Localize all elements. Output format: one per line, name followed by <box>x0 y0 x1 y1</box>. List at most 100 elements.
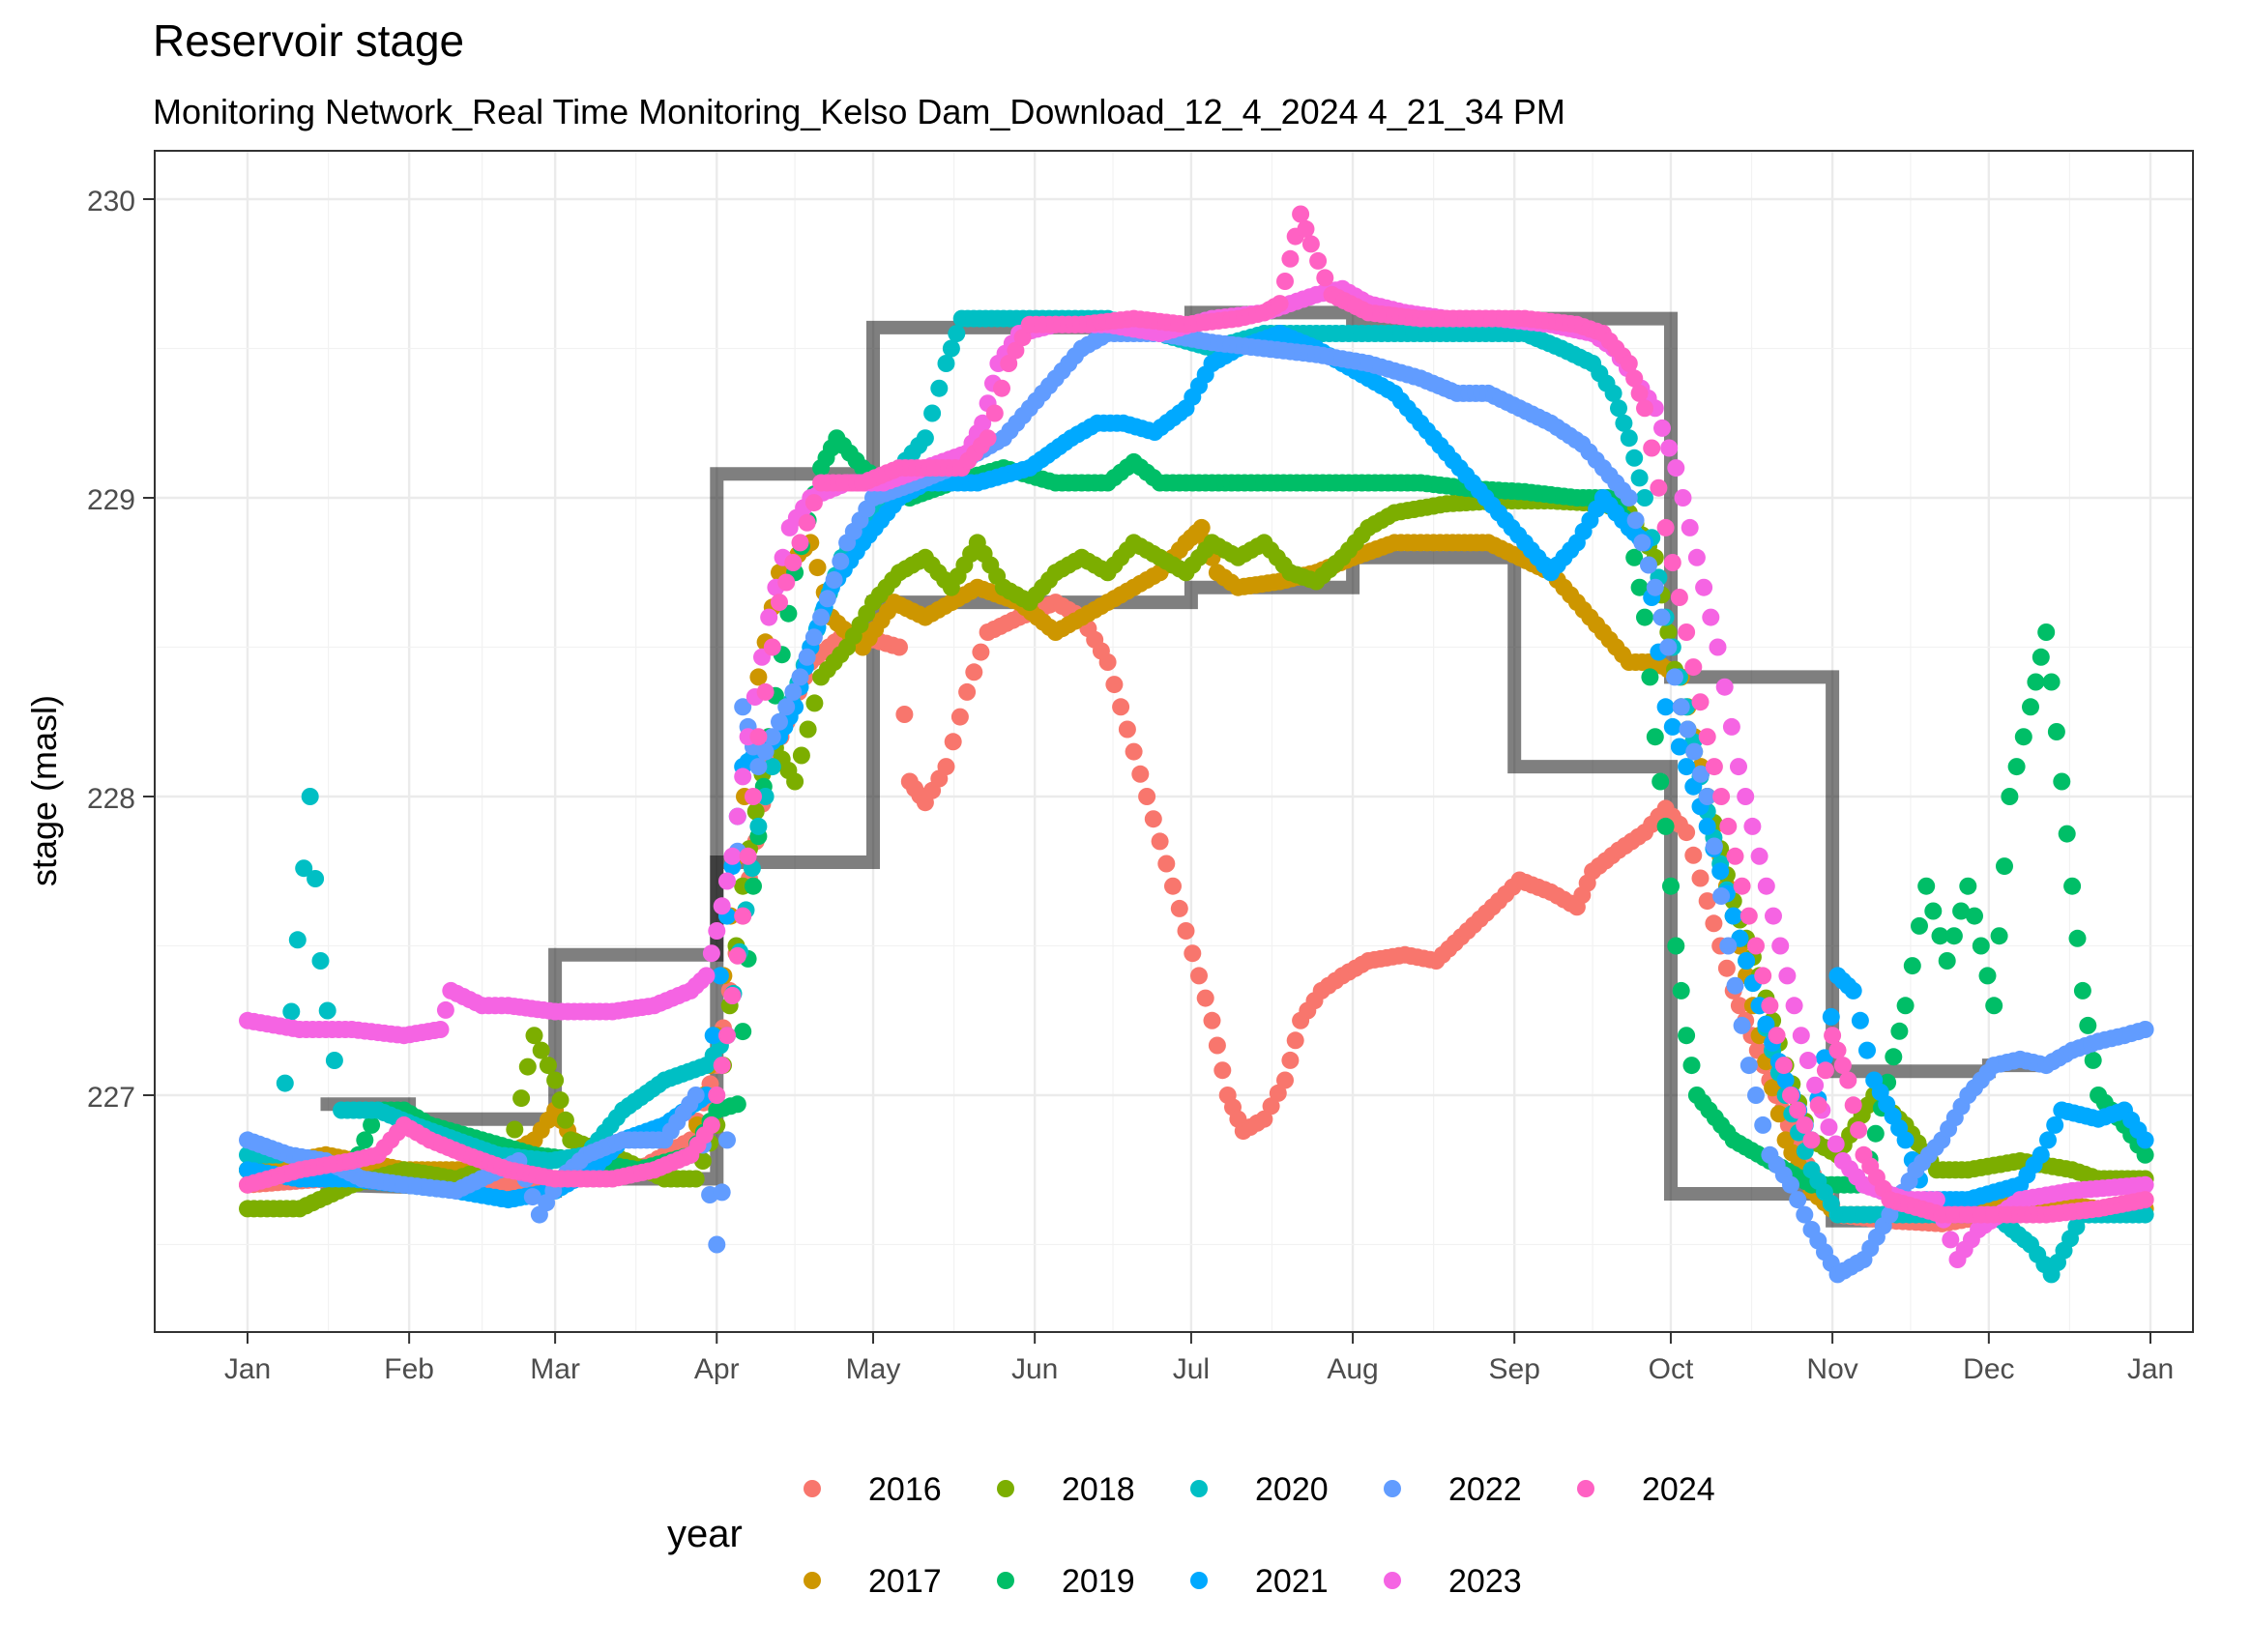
plot-panel-border <box>154 150 2194 1333</box>
data-point-2023 <box>431 1021 450 1038</box>
legend-key-2016 <box>804 1480 821 1497</box>
data-point-2022 <box>1640 556 1657 574</box>
data-points <box>239 205 2154 1284</box>
data-point-2020 <box>948 325 966 343</box>
data-point-2019 <box>2007 758 2026 776</box>
data-point-2024 <box>702 1116 720 1134</box>
data-point-2016 <box>1131 765 1150 783</box>
data-point-2021 <box>2039 1131 2057 1149</box>
data-point-2019 <box>1630 578 1649 596</box>
data-point-2024 <box>1691 693 1710 711</box>
x-tick-label: Feb <box>384 1353 434 1385</box>
data-point-2020 <box>916 429 934 448</box>
data-point-2019 <box>1931 927 1949 945</box>
data-point-2016 <box>1281 1051 1300 1069</box>
data-point-2024 <box>771 594 788 612</box>
data-point-2016 <box>1286 1031 1304 1050</box>
data-point-2024 <box>1733 877 1751 895</box>
data-point-2016 <box>1255 1110 1273 1128</box>
data-point-2023 <box>436 1000 454 1019</box>
legend-label-2024: 2024 <box>1642 1471 1715 1508</box>
data-point-2016 <box>1208 1036 1226 1055</box>
data-point-2022 <box>825 571 843 589</box>
data-point-2021 <box>1738 952 1756 970</box>
data-point-2023 <box>1806 1076 1825 1094</box>
data-point-2016 <box>1196 989 1214 1007</box>
series-2021 <box>239 325 2154 1209</box>
data-point-2018 <box>786 772 804 791</box>
data-point-2020 <box>318 1001 336 1020</box>
data-point-2024 <box>728 946 746 965</box>
data-point-2022 <box>1705 837 1723 855</box>
data-point-2023 <box>1709 638 1727 656</box>
data-point-2020 <box>1604 384 1622 402</box>
data-point-2019 <box>2136 1145 2154 1164</box>
data-point-2020 <box>295 859 313 878</box>
data-point-2016 <box>1276 1071 1294 1089</box>
data-point-2018 <box>518 1058 537 1076</box>
data-point-2020 <box>937 355 955 372</box>
data-point-2022 <box>763 728 781 746</box>
data-point-2023 <box>728 807 746 826</box>
data-point-2019 <box>728 1095 746 1114</box>
x-tick-label: May <box>846 1353 901 1385</box>
data-point-2016 <box>1118 720 1136 739</box>
data-point-2023 <box>1674 489 1692 507</box>
data-point-2016 <box>944 733 962 751</box>
chart-title: Reservoir stage <box>153 15 464 66</box>
data-point-2023 <box>1695 578 1713 596</box>
x-tick-label: Apr <box>694 1353 740 1385</box>
data-point-2024 <box>1630 384 1649 402</box>
data-point-2018 <box>525 1027 543 1045</box>
data-point-2023 <box>723 847 742 865</box>
legend-key-2021 <box>1190 1572 1208 1589</box>
data-point-2023 <box>713 897 731 915</box>
data-point-2022 <box>1652 608 1671 626</box>
data-point-2019 <box>1678 1027 1696 1045</box>
data-point-2023 <box>697 967 716 985</box>
data-point-2022 <box>818 590 836 608</box>
data-point-2024 <box>784 554 803 571</box>
data-point-2022 <box>749 758 768 776</box>
data-point-2024 <box>763 638 781 656</box>
data-point-2019 <box>2042 673 2061 691</box>
data-point-2019 <box>1944 927 1963 945</box>
data-point-2024 <box>1828 1041 1847 1059</box>
data-point-2024 <box>1000 355 1018 372</box>
data-point-2016 <box>1730 997 1748 1015</box>
data-point-2020 <box>1620 429 1638 448</box>
data-point-2024 <box>804 494 823 512</box>
data-point-2023 <box>1743 817 1762 835</box>
data-point-2024 <box>1839 1071 1857 1089</box>
series-2024 <box>239 205 2154 1224</box>
data-point-2022 <box>1747 1087 1765 1104</box>
data-point-2021 <box>1851 1011 1869 1029</box>
data-point-2019 <box>1938 952 1956 970</box>
data-point-2019 <box>734 1023 752 1041</box>
legend: year 2016 2017 2018 2019 2020 2021 2022 2023 202… <box>667 1471 1715 1600</box>
data-point-2022 <box>708 1235 726 1254</box>
data-point-2024 <box>718 1027 736 1045</box>
data-point-2024 <box>1316 269 1334 287</box>
data-point-2020 <box>1630 469 1649 487</box>
data-point-2023 <box>1722 717 1740 736</box>
x-tick-label: Sep <box>1489 1353 1540 1385</box>
data-point-2019 <box>1978 967 1997 985</box>
data-point-2022 <box>1666 668 1683 686</box>
data-point-2016 <box>1105 676 1124 694</box>
data-point-2024 <box>1684 658 1703 677</box>
data-point-2019 <box>1903 957 1921 975</box>
data-point-2022 <box>756 742 775 761</box>
data-point-2022 <box>1633 534 1652 552</box>
data-point-2024 <box>723 987 742 1004</box>
data-point-2022 <box>1712 887 1731 905</box>
data-point-2024 <box>979 429 997 448</box>
data-point-2018 <box>805 694 824 712</box>
data-point-2016 <box>1112 698 1130 716</box>
data-point-2020 <box>1636 489 1653 507</box>
data-point-2019 <box>2079 1016 2097 1034</box>
data-point-2024 <box>1844 1096 1862 1115</box>
data-point-2022 <box>1620 489 1638 507</box>
data-point-2024 <box>1650 478 1668 497</box>
data-point-2023 <box>1737 788 1755 805</box>
